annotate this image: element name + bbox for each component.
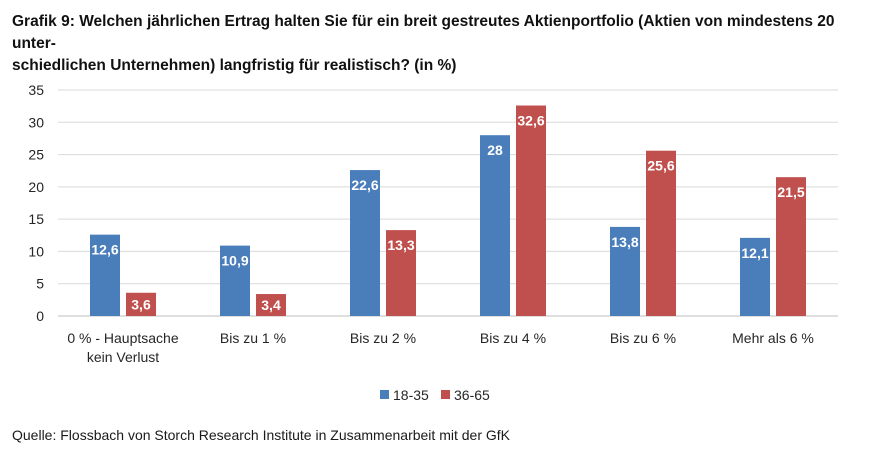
chart-title-line-1: Grafik 9: Welchen jährlichen Ertrag halt… xyxy=(12,13,835,52)
legend-label: 36-65 xyxy=(454,387,490,403)
bar-18-35 xyxy=(610,226,640,316)
y-tick-label: 25 xyxy=(28,147,44,163)
chart-title: Grafik 9: Welchen jährlichen Ertrag halt… xyxy=(12,11,878,77)
data-label: 13,8 xyxy=(611,234,638,250)
data-label: 10,9 xyxy=(221,253,248,269)
bar-18-35 xyxy=(480,135,510,316)
bar-36-65 xyxy=(256,294,286,316)
data-label: 3,6 xyxy=(131,296,151,312)
bar-36-65 xyxy=(776,177,806,316)
y-tick-label: 10 xyxy=(28,243,44,259)
bar-18-35 xyxy=(740,237,770,316)
category-label: kein Verlust xyxy=(87,349,159,365)
category-label: Bis zu 6 % xyxy=(610,330,676,346)
data-label: 12,1 xyxy=(741,245,768,261)
data-label: 28 xyxy=(487,142,503,158)
data-label: 3,4 xyxy=(261,297,281,313)
legend-label: 18-35 xyxy=(393,387,429,403)
data-label: 21,5 xyxy=(777,184,804,200)
data-label: 12,6 xyxy=(91,242,118,258)
data-label: 22,6 xyxy=(351,177,378,193)
legend-swatch xyxy=(441,390,450,399)
bar-18-35 xyxy=(90,234,120,316)
y-tick-label: 30 xyxy=(28,114,44,130)
data-label: 32,6 xyxy=(517,112,544,128)
y-tick-label: 0 xyxy=(36,308,44,324)
legend-swatch xyxy=(380,390,389,399)
category-label: Mehr als 6 % xyxy=(732,330,814,346)
category-label: Bis zu 1 % xyxy=(220,330,286,346)
y-tick-label: 20 xyxy=(28,179,44,195)
category-label: Bis zu 2 % xyxy=(350,330,416,346)
source-note: Quelle: Flossbach von Storch Research In… xyxy=(12,427,510,443)
category-label: 0 % - Hauptsache xyxy=(67,330,178,346)
y-tick-label: 35 xyxy=(28,82,44,98)
chart-title-line-2: schiedlichen Unternehmen) langfristig fü… xyxy=(12,57,457,74)
bar-18-35 xyxy=(220,245,250,316)
bar-18-35 xyxy=(350,170,380,316)
bar-36-65 xyxy=(646,150,676,316)
data-label: 25,6 xyxy=(647,158,674,174)
bar-36-65 xyxy=(516,105,546,316)
bar-36-65 xyxy=(126,292,156,316)
y-tick-label: 5 xyxy=(36,276,44,292)
bar-36-65 xyxy=(386,230,416,316)
data-label: 13,3 xyxy=(387,237,414,253)
y-tick-label: 15 xyxy=(28,211,44,227)
category-label: Bis zu 4 % xyxy=(480,330,546,346)
